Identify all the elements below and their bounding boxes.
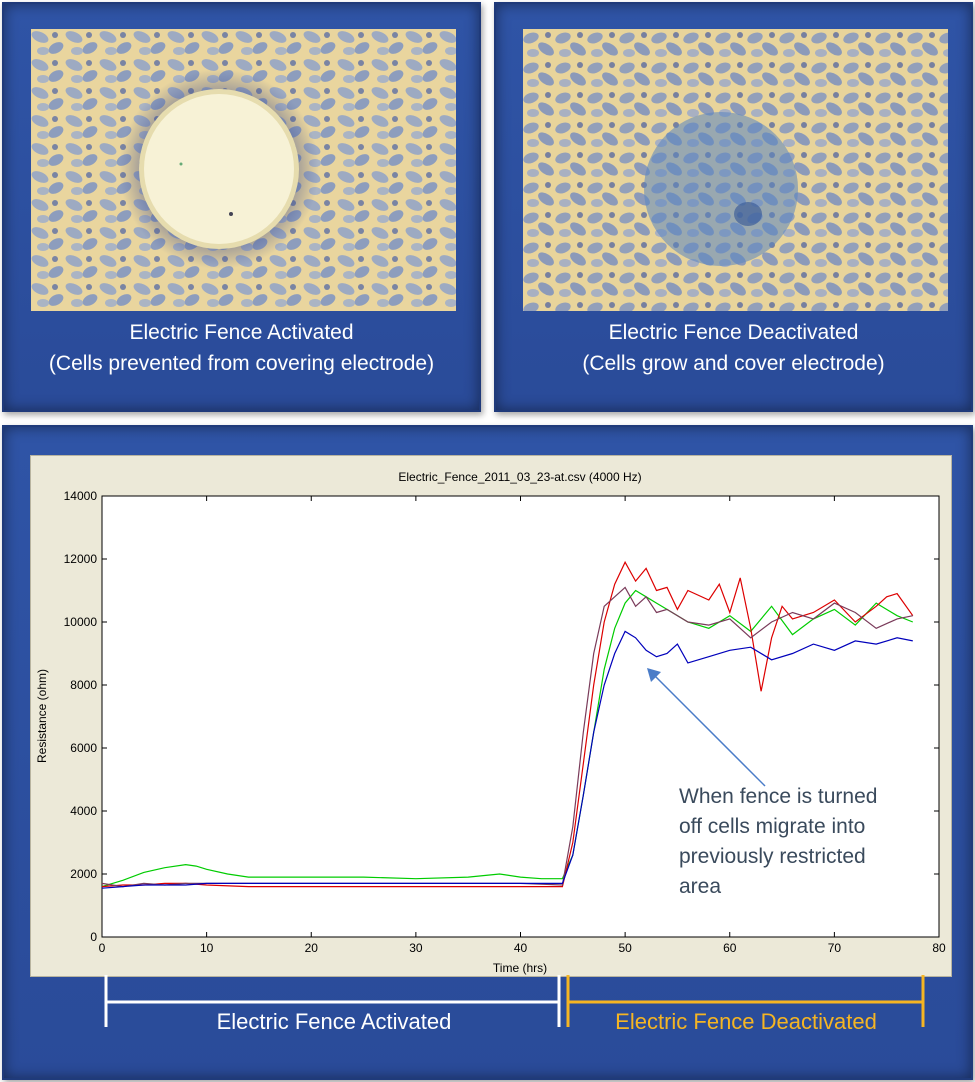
annotation-line: previously restricted bbox=[679, 845, 866, 868]
phase-deactivated-label: Electric Fence Deactivated bbox=[615, 1009, 877, 1034]
deactivated-caption-line1: Electric Fence Deactivated bbox=[608, 321, 859, 344]
x-tick-label: 50 bbox=[618, 941, 632, 955]
x-tick-label: 30 bbox=[409, 941, 423, 955]
y-tick-label: 4000 bbox=[70, 804, 97, 818]
x-tick-label: 40 bbox=[514, 941, 528, 955]
annotation-arrow-head bbox=[647, 668, 661, 682]
activated-micrograph-image bbox=[31, 29, 456, 311]
x-axis-label: Time (hrs) bbox=[493, 961, 547, 975]
annotation-line: off cells migrate into bbox=[679, 815, 866, 838]
phase-brackets bbox=[104, 975, 925, 1027]
series-line-2 bbox=[101, 560, 914, 888]
activated-photo-panel: Electric Fence Activated (Cells prevente… bbox=[2, 2, 481, 412]
y-tick-label: 6000 bbox=[70, 741, 97, 755]
data-lines bbox=[101, 560, 914, 889]
y-axis-label: Resistance (ohm) bbox=[35, 669, 49, 763]
annotation-line: area bbox=[679, 875, 722, 898]
annotation-arrow-shaft bbox=[652, 673, 766, 787]
deactivated-micrograph bbox=[523, 29, 948, 311]
x-tick-label: 70 bbox=[828, 941, 842, 955]
x-tick-label: 10 bbox=[200, 941, 214, 955]
y-tick-label: 8000 bbox=[70, 678, 97, 692]
activated-caption-line1: Electric Fence Activated bbox=[129, 321, 354, 344]
x-tick-label: 0 bbox=[99, 941, 106, 955]
x-tick-label: 60 bbox=[723, 941, 737, 955]
x-tick-label: 80 bbox=[932, 941, 946, 955]
y-tick-label: 2000 bbox=[70, 867, 97, 881]
activated-micrograph bbox=[31, 29, 456, 311]
chart-panel: Electric_Fence_2011_03_23-at.csv (4000 H… bbox=[2, 425, 973, 1080]
deactivated-bracket bbox=[566, 975, 925, 1027]
y-tick-label: 0 bbox=[90, 930, 97, 944]
chart-annotation: When fence is turned off cells migrate i… bbox=[679, 782, 919, 902]
activated-bracket bbox=[104, 975, 561, 1027]
chart-title: Electric_Fence_2011_03_23-at.csv (4000 H… bbox=[398, 470, 641, 484]
chart-frame: Electric_Fence_2011_03_23-at.csv (4000 H… bbox=[30, 455, 952, 977]
deactivated-photo-panel: Electric Fence Deactivated (Cells grow a… bbox=[494, 2, 973, 412]
series-line-4 bbox=[101, 630, 913, 889]
annotation-line: When fence is turned bbox=[679, 785, 878, 808]
y-tick-label: 12000 bbox=[64, 552, 98, 566]
axis-ticks: 0 10 20 30 40 50 60 70 80 0 2000 4000 6000 8000 10000 1… bbox=[64, 489, 946, 955]
resistance-chart: Electric_Fence_2011_03_23-at.csv (4000 H… bbox=[35, 470, 946, 975]
y-tick-label: 14000 bbox=[64, 489, 98, 503]
x-tick-label: 20 bbox=[305, 941, 319, 955]
activated-caption-line2: (Cells prevented from covering electrode… bbox=[48, 352, 435, 375]
plot-area bbox=[101, 495, 940, 938]
phase-activated-label: Electric Fence Activated bbox=[216, 1009, 452, 1034]
deactivated-micrograph-image bbox=[523, 29, 948, 311]
deactivated-caption-line2: (Cells grow and cover electrode) bbox=[582, 352, 885, 375]
y-tick-label: 10000 bbox=[64, 615, 98, 629]
